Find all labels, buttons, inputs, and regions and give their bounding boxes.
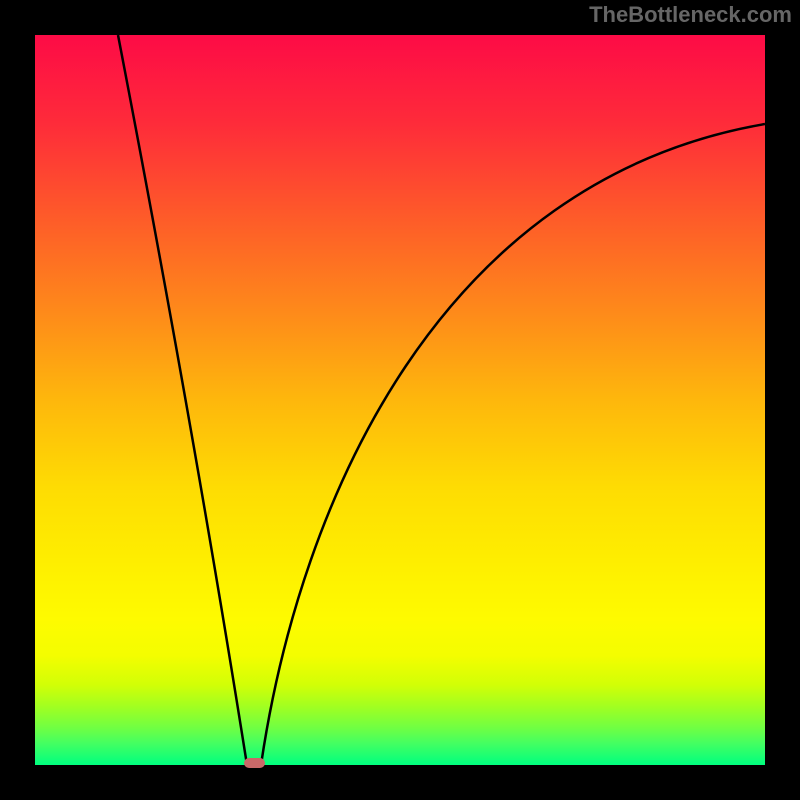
curve-left-branch — [118, 35, 247, 765]
chart-container: TheBottleneck.com — [0, 0, 800, 800]
frame-bottom — [0, 765, 800, 800]
vertex-marker — [244, 758, 265, 768]
frame-right — [765, 0, 800, 800]
curve-right-branch — [261, 124, 765, 765]
plot-area — [35, 35, 765, 765]
watermark-text: TheBottleneck.com — [589, 2, 792, 28]
frame-left — [0, 0, 35, 800]
plot-svg — [0, 0, 800, 800]
